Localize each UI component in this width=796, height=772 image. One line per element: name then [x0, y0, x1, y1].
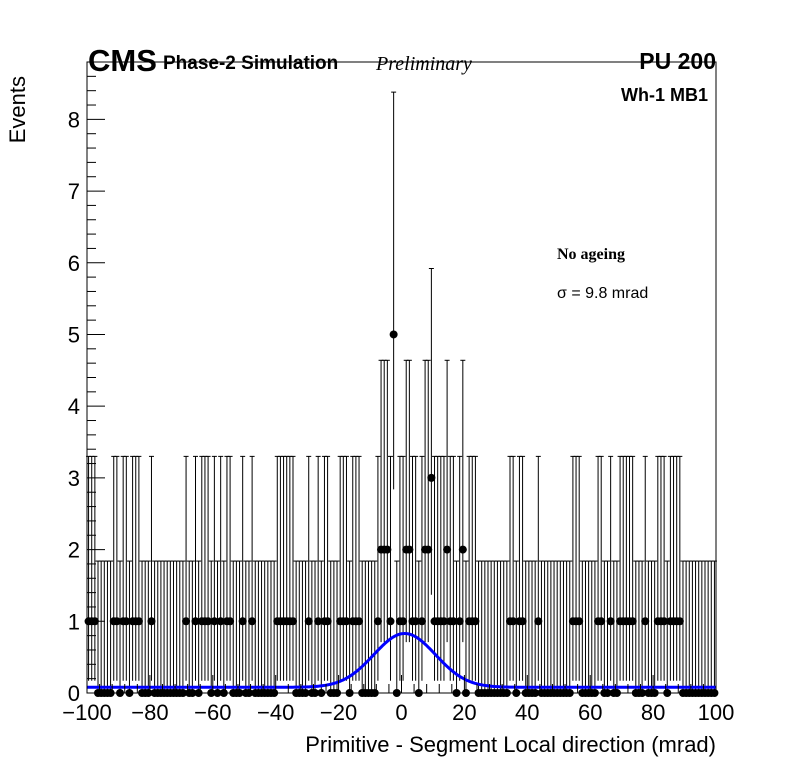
gaussian-fit-curve — [87, 631, 716, 689]
y-tick-label: 6 — [68, 251, 80, 276]
x-tick-label: −40 — [257, 700, 294, 725]
data-point — [122, 617, 131, 626]
y-axis-label: Events — [5, 76, 30, 143]
preliminary-label: Preliminary — [375, 53, 472, 75]
y-tick-label: 2 — [68, 538, 80, 563]
data-point — [424, 545, 433, 554]
y-tick-label: 7 — [68, 179, 80, 204]
x-tick-label: 20 — [452, 700, 476, 725]
fit-curve-layer — [87, 631, 716, 689]
x-tick-label: −60 — [194, 700, 231, 725]
data-point — [518, 617, 527, 626]
data-point — [238, 617, 247, 626]
data-point — [417, 617, 426, 626]
data-point — [443, 545, 452, 554]
data-point — [597, 617, 606, 626]
x-tick-label: −100 — [62, 700, 112, 725]
data-point — [304, 617, 313, 626]
y-axis: 0 1 2 3 4 5 6 7 8 — [68, 61, 105, 706]
x-axis-label: Primitive - Segment Local direction (mra… — [305, 732, 716, 757]
data-point — [342, 617, 351, 626]
data-point — [458, 545, 467, 554]
sigma-label: σ = 9.8 mrad — [557, 285, 648, 302]
x-tick-label: −80 — [131, 700, 168, 725]
data-point — [355, 617, 364, 626]
data-point — [323, 617, 332, 626]
y-tick-label: 5 — [68, 322, 80, 347]
x-tick-label: 60 — [578, 700, 602, 725]
data-point — [399, 617, 408, 626]
data-point — [191, 617, 200, 626]
data-point — [182, 617, 191, 626]
simulation-label: Phase-2 Simulation — [163, 53, 338, 74]
data-point — [147, 617, 156, 626]
y-tick-label: 8 — [68, 107, 80, 132]
cms-logo: CMS — [88, 43, 157, 78]
data-point — [134, 617, 143, 626]
data-point — [226, 617, 235, 626]
y-tick-label: 3 — [68, 466, 80, 491]
data-point — [628, 617, 637, 626]
data-point — [439, 617, 448, 626]
y-tick-label: 1 — [68, 609, 80, 634]
y-tick-label: 0 — [68, 681, 80, 706]
x-tick-label: 40 — [515, 700, 539, 725]
data-point — [575, 617, 584, 626]
data-point — [288, 617, 297, 626]
data-point — [389, 330, 398, 339]
data-point — [534, 617, 543, 626]
data-point — [641, 617, 650, 626]
y-tick-label: 4 — [68, 394, 80, 419]
data-point — [449, 617, 458, 626]
data-point — [210, 617, 219, 626]
data-point — [411, 617, 420, 626]
data-point — [509, 617, 518, 626]
data-point — [373, 617, 382, 626]
x-axis: −100 −80 −60 −40 −20 0 20 40 60 80 100 — [62, 675, 734, 725]
data-point — [216, 617, 225, 626]
data-point — [405, 545, 414, 554]
data-point — [675, 617, 684, 626]
data-point — [455, 617, 464, 626]
data-point — [204, 617, 213, 626]
data-point — [386, 617, 395, 626]
x-tick-label: 80 — [641, 700, 665, 725]
data-points — [84, 330, 684, 626]
data-point — [248, 617, 257, 626]
x-tick-label: −20 — [320, 700, 357, 725]
data-point — [383, 545, 392, 554]
data-point — [112, 617, 121, 626]
data-point — [427, 473, 436, 482]
region-label: Wh-1 MB1 — [621, 85, 708, 105]
data-point — [314, 617, 323, 626]
data-point — [660, 617, 669, 626]
data-point — [606, 617, 615, 626]
pileup-label: PU 200 — [639, 48, 716, 74]
data-point — [471, 617, 480, 626]
x-tick-label: 100 — [698, 700, 735, 725]
condition-label: No ageing — [557, 246, 625, 263]
x-tick-label: 0 — [395, 700, 407, 725]
